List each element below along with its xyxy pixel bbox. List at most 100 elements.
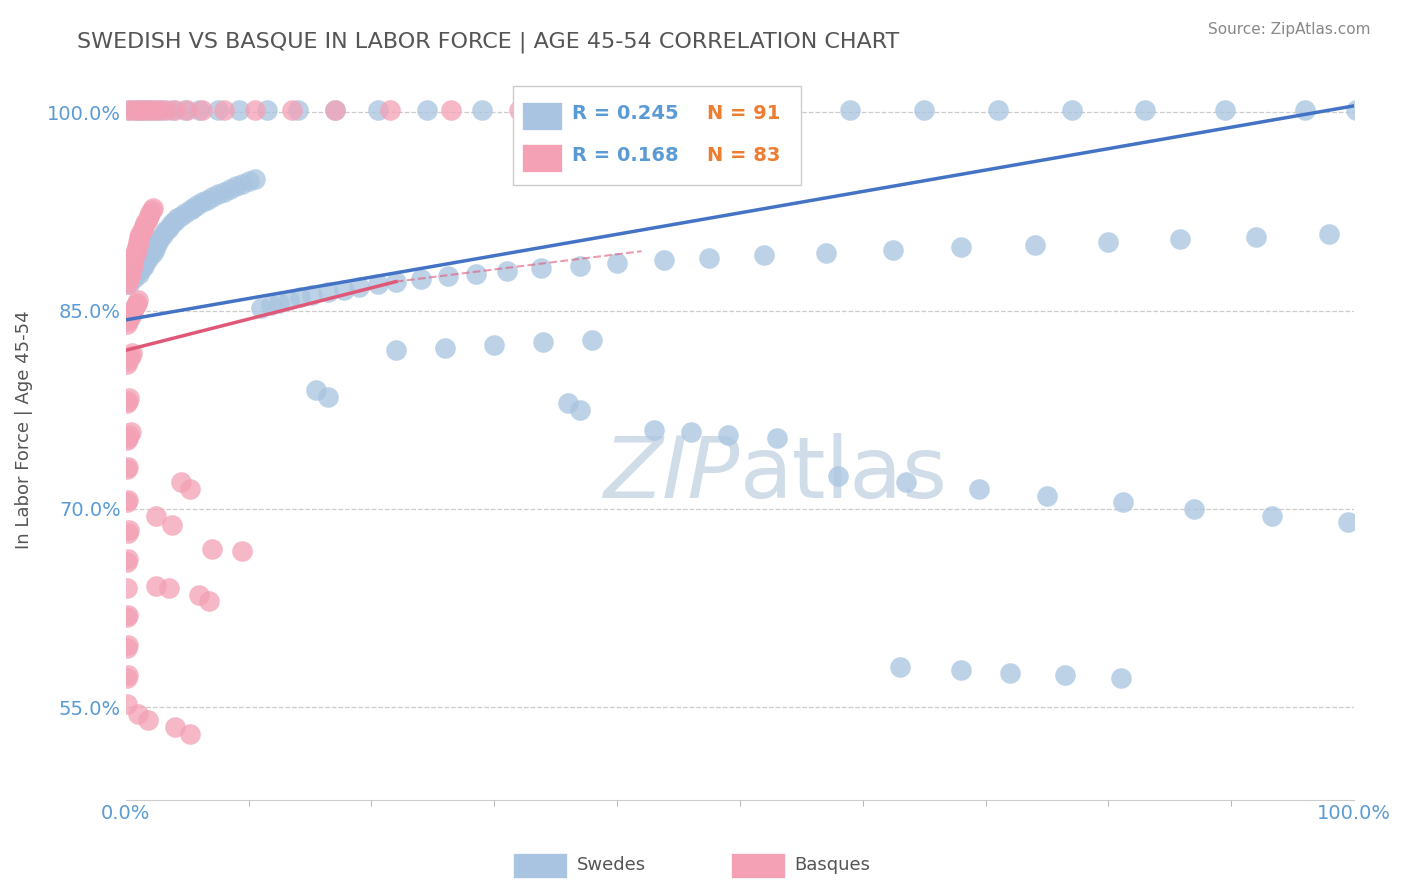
- Point: [117, 275, 139, 289]
- Point: [673, 103, 696, 117]
- Point: [129, 103, 152, 117]
- Point: [191, 103, 214, 117]
- Point: [142, 201, 165, 215]
- Point: [118, 103, 141, 117]
- Text: atlas: atlas: [740, 433, 948, 516]
- Point: [138, 209, 160, 223]
- Point: [219, 182, 242, 196]
- Point: [1346, 103, 1368, 117]
- Point: [122, 253, 145, 268]
- Point: [117, 525, 139, 540]
- Point: [142, 245, 165, 260]
- Point: [415, 103, 437, 117]
- Point: [170, 475, 193, 490]
- Point: [122, 256, 145, 270]
- Point: [118, 311, 141, 326]
- Point: [156, 221, 179, 235]
- Point: [1060, 103, 1083, 117]
- Point: [124, 270, 146, 285]
- Point: [146, 103, 169, 117]
- Y-axis label: In Labor Force | Age 45-54: In Labor Force | Age 45-54: [15, 310, 32, 549]
- Point: [280, 103, 302, 117]
- Point: [191, 195, 214, 210]
- Point: [1294, 103, 1316, 117]
- Point: [143, 242, 166, 256]
- Point: [127, 237, 149, 252]
- Point: [508, 103, 530, 117]
- Point: [839, 103, 862, 117]
- Point: [162, 103, 184, 117]
- Point: [367, 277, 389, 292]
- Bar: [523, 144, 562, 172]
- Point: [170, 209, 193, 223]
- Point: [484, 338, 506, 352]
- Point: [124, 243, 146, 257]
- Point: [115, 555, 138, 569]
- Point: [198, 594, 221, 608]
- Point: [269, 295, 291, 310]
- Point: [120, 267, 142, 281]
- Point: [949, 663, 972, 677]
- Point: [115, 581, 138, 595]
- Point: [118, 428, 141, 442]
- Point: [115, 317, 138, 331]
- Point: [231, 544, 253, 558]
- Point: [228, 103, 250, 117]
- Point: [697, 251, 720, 265]
- Point: [581, 333, 603, 347]
- Point: [152, 103, 174, 117]
- Point: [882, 243, 904, 257]
- Point: [145, 237, 167, 252]
- Point: [1097, 235, 1119, 249]
- Point: [557, 396, 579, 410]
- Point: [124, 298, 146, 312]
- Point: [530, 261, 553, 276]
- Point: [176, 103, 198, 117]
- Point: [121, 259, 143, 273]
- Point: [127, 293, 149, 307]
- Point: [1244, 229, 1267, 244]
- Point: [134, 254, 156, 268]
- Point: [243, 103, 266, 117]
- Point: [212, 103, 235, 117]
- Point: [260, 298, 283, 312]
- Point: [162, 517, 184, 532]
- Point: [134, 259, 156, 273]
- Point: [323, 103, 346, 117]
- Point: [1319, 227, 1341, 241]
- Point: [132, 221, 155, 235]
- Point: [141, 203, 163, 218]
- Point: [318, 285, 340, 300]
- Point: [115, 610, 138, 624]
- Point: [135, 214, 157, 228]
- Point: [124, 245, 146, 260]
- Point: [256, 103, 278, 117]
- Point: [179, 203, 201, 218]
- Point: [117, 354, 139, 368]
- Point: [998, 665, 1021, 680]
- Point: [128, 267, 150, 281]
- Point: [569, 402, 592, 417]
- Point: [163, 720, 186, 734]
- Text: SWEDISH VS BASQUE IN LABOR FORCE | AGE 45-54 CORRELATION CHART: SWEDISH VS BASQUE IN LABOR FORCE | AGE 4…: [77, 31, 900, 53]
- Point: [1337, 515, 1360, 529]
- Point: [153, 224, 176, 238]
- Point: [128, 232, 150, 246]
- Point: [225, 179, 247, 194]
- Point: [124, 248, 146, 262]
- Point: [115, 433, 138, 447]
- Point: [136, 103, 159, 117]
- Point: [385, 343, 408, 358]
- Point: [754, 248, 776, 262]
- Point: [115, 698, 138, 712]
- Point: [305, 383, 328, 397]
- Text: N = 91: N = 91: [707, 104, 780, 123]
- Point: [118, 523, 141, 537]
- Point: [148, 103, 170, 117]
- Point: [318, 390, 340, 404]
- Point: [434, 341, 457, 355]
- Point: [679, 425, 702, 440]
- Point: [531, 103, 554, 117]
- Point: [146, 235, 169, 249]
- Point: [814, 245, 837, 260]
